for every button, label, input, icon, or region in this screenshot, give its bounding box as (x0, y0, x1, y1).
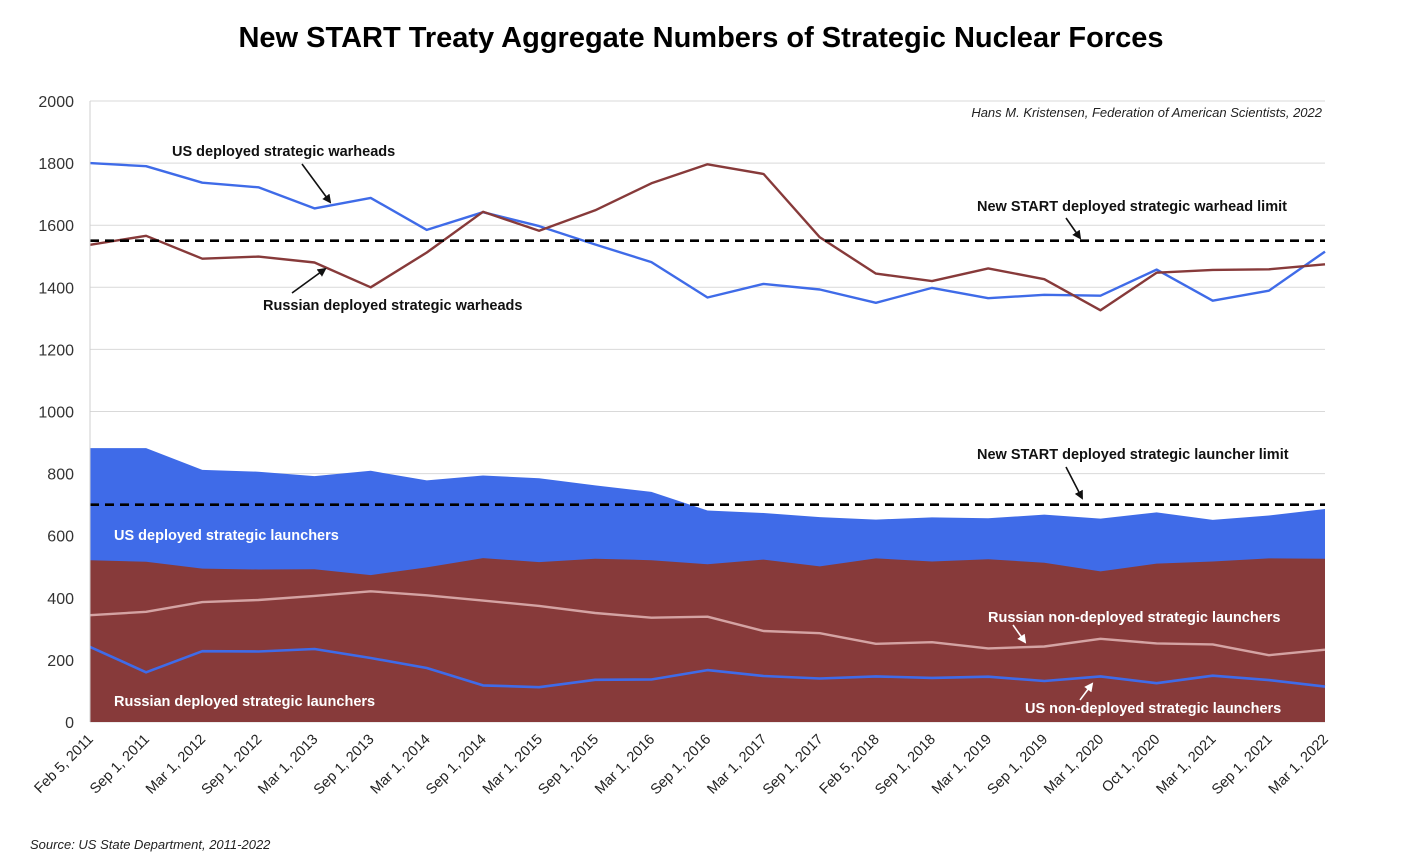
area-russian-deployed-launchers (90, 558, 1325, 722)
label-us-deployed-warheads: US deployed strategic warheads (172, 144, 395, 160)
label-warhead-limit: New START deployed strategic warhead lim… (977, 199, 1287, 215)
x-tick-label: Sep 1, 2015 (535, 732, 602, 799)
y-tick-label: 1800 (38, 156, 74, 173)
x-tick-label: Mar 1, 2020 (1041, 732, 1107, 798)
y-tick-label: 1600 (38, 218, 74, 235)
label-russian-deployed-launchers: Russian deployed strategic launchers (114, 694, 375, 710)
y-tick-label: 1000 (38, 405, 74, 422)
x-tick-label: Sep 1, 2014 (423, 732, 490, 799)
x-tick-label: Sep 1, 2017 (760, 732, 827, 799)
label-russian-nondeployed-launchers: Russian non-deployed strategic launchers (988, 610, 1281, 626)
annotations: US deployed strategic warheads Russian d… (114, 144, 1289, 717)
arrow-us-deployed-warheads (301, 163, 332, 204)
x-tick-label: Sep 1, 2018 (872, 732, 939, 799)
x-tick-label: Sep 1, 2013 (311, 732, 378, 799)
label-launcher-limit: New START deployed strategic launcher li… (977, 447, 1289, 463)
label-us-deployed-launchers: US deployed strategic launchers (114, 528, 339, 544)
y-tick-label: 200 (47, 653, 74, 670)
y-tick-label: 800 (47, 467, 74, 484)
x-tick-label: Sep 1, 2019 (985, 732, 1052, 799)
arrow-launcher-limit (1065, 466, 1083, 500)
chart-source: Source: US State Department, 2011-2022 (30, 837, 271, 852)
x-tick-label: Sep 1, 2021 (1209, 732, 1276, 799)
line-us-deployed-warheads (89, 161, 1326, 304)
chart-credit: Hans M. Kristensen, Federation of Americ… (971, 105, 1322, 120)
arrow-us-nondeployed-launchers (1079, 682, 1094, 701)
x-tick-label: Sep 1, 2012 (199, 732, 266, 799)
x-tick-label: Mar 1, 2022 (1266, 732, 1332, 798)
chart-title: New START Treaty Aggregate Numbers of St… (238, 22, 1164, 54)
line-russian-nondeployed-launchers (89, 590, 1326, 657)
y-tick-label: 1200 (38, 342, 74, 359)
y-tick-label: 400 (47, 591, 74, 608)
limit-lines (90, 239, 1325, 506)
arrow-russian-nondeployed-launchers (1012, 624, 1027, 644)
label-us-nondeployed-launchers: US non-deployed strategic launchers (1025, 701, 1281, 717)
line-us-nondeployed-launchers (89, 645, 1326, 689)
line-russian-deployed-warheads (89, 163, 1326, 312)
arrow-warhead-limit (1065, 217, 1082, 240)
label-russian-deployed-warheads: Russian deployed strategic warheads (263, 298, 522, 314)
y-tick-label: 1400 (38, 280, 74, 297)
y-tick-label: 2000 (38, 94, 74, 111)
y-tick-label: 600 (47, 529, 74, 546)
y-tick-label: 0 (65, 715, 74, 732)
area-series (90, 448, 1325, 722)
line-series (89, 161, 1326, 689)
arrow-russian-deployed-warheads (291, 267, 327, 294)
x-tick-label: Sep 1, 2016 (648, 732, 715, 799)
